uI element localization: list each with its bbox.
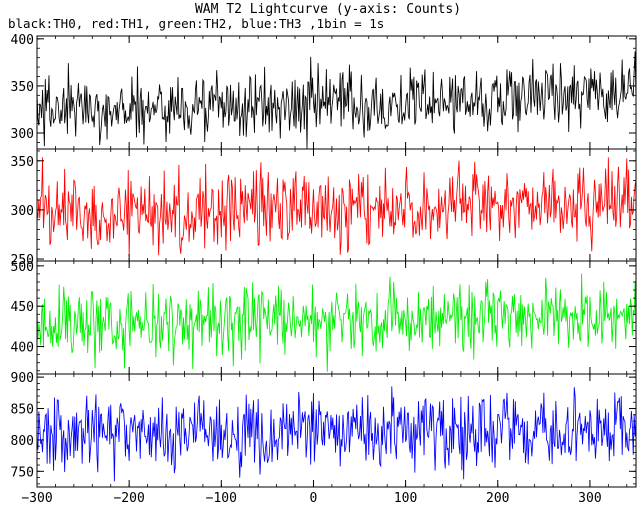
y-tick-label: 300 xyxy=(11,127,34,142)
series-line-th1 xyxy=(37,157,636,257)
series-line-th3 xyxy=(37,386,636,482)
y-tick-label: 450 xyxy=(11,300,34,315)
panel-th3: 750 800 850 900 xyxy=(11,371,637,488)
series-line-th0 xyxy=(37,51,636,149)
panel-th0: 300 350 400 xyxy=(11,33,637,150)
y-tick-label: 850 xyxy=(11,403,34,418)
y-tick-label: 300 xyxy=(11,204,34,219)
x-tick-label: −300 xyxy=(21,491,52,505)
x-tick-label: 0 xyxy=(310,491,318,505)
x-tick-label: −200 xyxy=(113,491,144,505)
panels-group: 300 350 400 250 300 350 400 450 500 750 800 850 900 xyxy=(11,33,637,488)
panel-th2: 400 450 500 xyxy=(11,260,637,375)
y-tick-label: 350 xyxy=(11,80,34,95)
y-tick-label: 500 xyxy=(11,260,34,275)
y-tick-label: 350 xyxy=(11,155,34,170)
y-tick-label: 800 xyxy=(11,434,34,449)
y-tick-label: 400 xyxy=(11,33,34,48)
x-tick-label: 200 xyxy=(486,491,509,505)
panel-frame xyxy=(36,260,637,375)
chart-title: WAM T2 Lightcurve (y-axis: Counts) xyxy=(195,2,461,17)
chart-subtitle: black:TH0, red:TH1, green:TH2, blue:TH3 … xyxy=(8,16,384,31)
y-tick-label: 250 xyxy=(11,253,34,268)
panel-frame xyxy=(36,373,637,488)
x-tick-label: −100 xyxy=(206,491,237,505)
panel-th1: 250 300 350 xyxy=(11,148,637,268)
x-tick-label: 300 xyxy=(578,491,601,505)
y-tick-label: 750 xyxy=(11,465,34,480)
x-axis: −300 −200 −100 0 100 200 300 xyxy=(21,491,601,505)
y-tick-label: 400 xyxy=(11,341,34,356)
x-tick-label: 100 xyxy=(394,491,417,505)
y-tick-label: 900 xyxy=(11,371,34,386)
series-line-th2 xyxy=(37,273,636,372)
